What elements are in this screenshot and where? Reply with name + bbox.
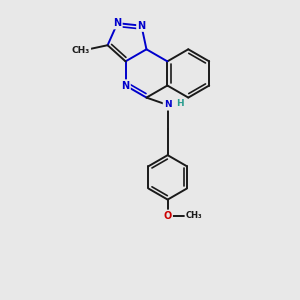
Text: N: N	[164, 100, 172, 109]
Text: O: O	[164, 211, 172, 221]
Text: N: N	[122, 80, 130, 91]
Text: CH₃: CH₃	[72, 46, 90, 56]
Text: N: N	[137, 21, 146, 31]
Text: N: N	[113, 18, 122, 28]
Text: CH₃: CH₃	[185, 211, 202, 220]
Text: H: H	[176, 99, 184, 108]
